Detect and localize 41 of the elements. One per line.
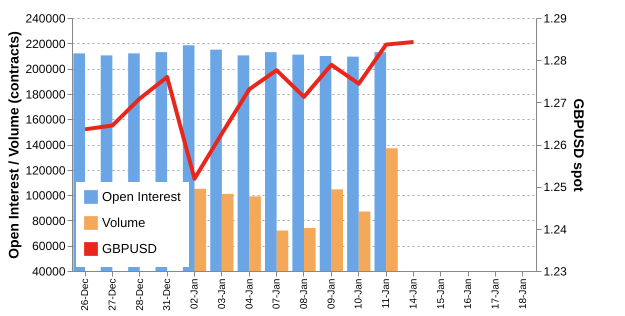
x-tick-label: 17-Jan: [490, 278, 502, 310]
x-tick-label: 31-Dec: [162, 278, 174, 311]
x-tick-label: 16-Jan: [463, 278, 474, 310]
x-tick-label: 09-Jan: [326, 278, 338, 310]
x-tick-label: 14-Jan: [408, 278, 420, 310]
x-tick-label: 27-Dec: [107, 278, 118, 311]
y-tick-label: 140000: [25, 138, 66, 152]
x-tick-label: 15-Jan: [436, 278, 447, 310]
x-tick-label: 03-Jan: [216, 278, 228, 310]
y2-tick-label: 1.26: [544, 138, 568, 152]
x-tick-label: 02-Jan: [190, 278, 200, 310]
y2-tick-label: 1.28: [544, 54, 568, 68]
y-tick-label: 220000: [25, 36, 66, 51]
y-axis-title: Open Interest / Volume (contracts): [5, 31, 22, 259]
y-tick-label: 100000: [25, 188, 66, 203]
legend-label: Open Interest: [102, 189, 182, 204]
y-tick-label: 180000: [25, 87, 66, 102]
y-tick-label: 60000: [32, 239, 66, 254]
x-tick-label: 07-Jan: [272, 278, 283, 310]
y-tick-label: 160000: [25, 112, 66, 127]
x-tick-label: 26-Dec: [80, 278, 92, 311]
y2-tick-label: 1.29: [544, 12, 568, 26]
y2-tick-label: 1.24: [544, 222, 568, 236]
x-tick-label: 10-Jan: [354, 278, 365, 310]
y-tick-label: 80000: [32, 214, 66, 228]
y-tick-label: 120000: [25, 163, 66, 178]
y-tick-label: 200000: [25, 62, 66, 76]
x-tick-label: 08-Jan: [299, 278, 310, 310]
x-tick-label: 18-Jan: [518, 278, 529, 310]
x-tick-label: 04-Jan: [244, 278, 256, 310]
legend-label: Volume: [102, 215, 146, 230]
y2-tick-label: 1.25: [544, 180, 568, 194]
x-tick-label: 11-Jan: [381, 278, 392, 308]
y2-axis-title: GBPUSD spot: [570, 98, 587, 192]
y-tick-label: 240000: [25, 12, 66, 26]
x-tick-label: 28-Dec: [134, 278, 146, 311]
y-tick-label: 40000: [32, 264, 66, 278]
y2-tick-label: 1.23: [544, 264, 568, 278]
legend-label: GBPUSD: [102, 241, 157, 256]
y2-tick-label: 1.27: [544, 96, 568, 110]
line-series: [83, 40, 416, 181]
